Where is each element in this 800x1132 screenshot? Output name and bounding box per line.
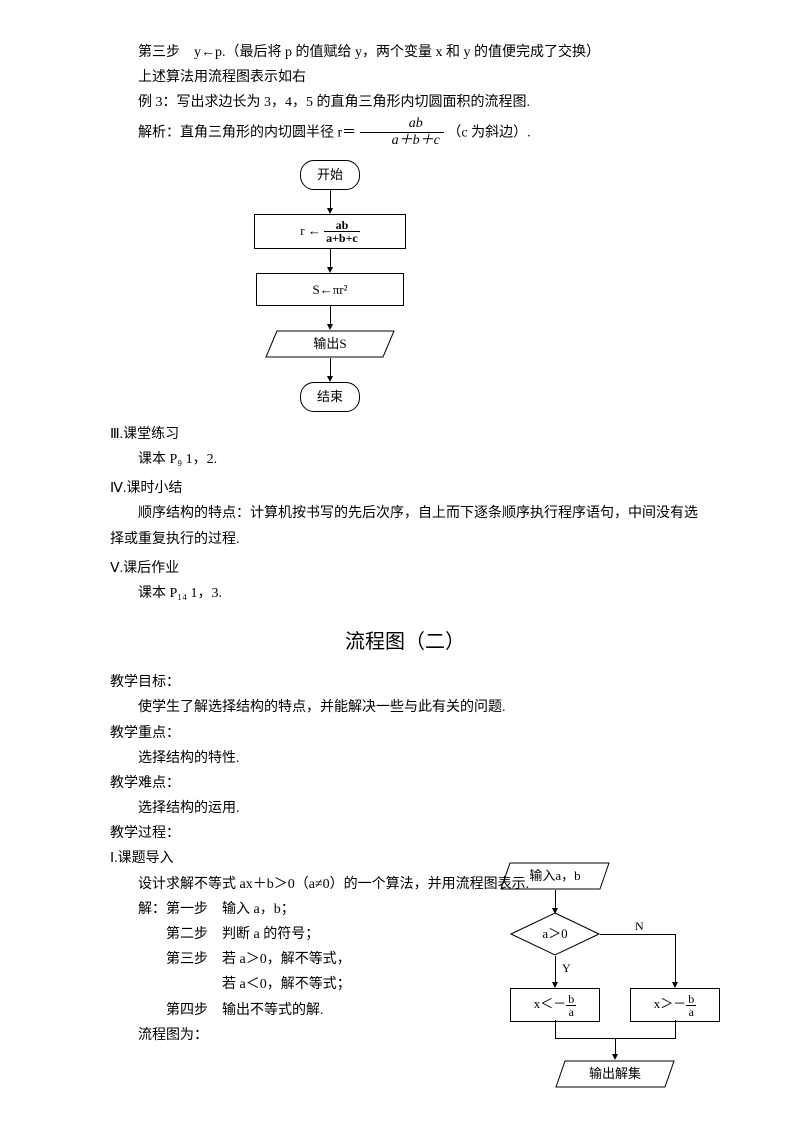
fc2-cond-text: a＞0 bbox=[542, 926, 567, 941]
fc1-end: 结束 bbox=[300, 382, 360, 411]
line bbox=[675, 1020, 676, 1038]
diff-label: 教学难点： bbox=[110, 771, 700, 796]
arrow-icon bbox=[230, 306, 430, 330]
arrow-icon bbox=[555, 890, 556, 908]
key-label: 教学重点： bbox=[110, 721, 700, 746]
step4: 第四步 输出不等式的解. bbox=[166, 998, 430, 1023]
fc2-n-label: N bbox=[635, 916, 644, 938]
key-text: 选择结构的特性. bbox=[110, 746, 700, 771]
step3b: 若 a＜0，解不等式； bbox=[166, 972, 430, 997]
analysis-pre: 解析：直角三角形的内切圆半径 r＝ bbox=[138, 125, 356, 140]
chart-label: 流程图为： bbox=[110, 1023, 430, 1048]
fc1-frac-den: a+b+c bbox=[324, 232, 360, 244]
fc2-left-box: x＜－ba bbox=[510, 988, 600, 1022]
solve-row: 解：第一步 输入 a，b； bbox=[110, 897, 430, 922]
diff-text: 选择结构的运用. bbox=[110, 796, 700, 821]
fc2-right-box: x＞－ba bbox=[630, 988, 720, 1022]
section-3-label: Ⅲ.课堂练习 bbox=[110, 422, 700, 447]
fc1-box1-pre: r ← bbox=[300, 223, 321, 238]
section-4-label: Ⅳ.课时小结 bbox=[110, 476, 700, 501]
formula-fraction: ab a＋b＋c bbox=[360, 116, 444, 151]
goal-text: 使学生了解选择结构的特点，并能解决一些与此有关的问题. bbox=[110, 695, 700, 720]
fc2-cond: a＞0 bbox=[510, 912, 600, 956]
fc1-box1: r ← ab a+b+c bbox=[254, 214, 406, 250]
fc2-output: 输出解集 bbox=[555, 1060, 675, 1088]
arrow-icon bbox=[615, 1038, 616, 1054]
goal-label: 教学目标： bbox=[110, 670, 700, 695]
frac-b: a bbox=[686, 1006, 696, 1018]
fc1-box2: S←πr² bbox=[256, 273, 404, 306]
arrow-icon bbox=[230, 249, 430, 273]
section-4-text: 顺序结构的特点：计算机按书写的先后次序，自上而下逐条顺序执行程序语句，中间没有选… bbox=[110, 501, 700, 551]
analysis-post: （c 为斜边）. bbox=[447, 125, 530, 140]
proc-label: 教学过程： bbox=[110, 821, 700, 846]
frac-t: b bbox=[686, 993, 696, 1006]
fc2-input-text: 输入a，b bbox=[529, 868, 580, 883]
fc1-box1-frac: ab a+b+c bbox=[324, 219, 360, 244]
frac-b: a bbox=[566, 1006, 576, 1018]
paragraph-analysis: 解析：直角三角形的内切圆半径 r＝ ab a＋b＋c （c 为斜边）. bbox=[110, 116, 700, 151]
arrow-icon bbox=[675, 934, 676, 982]
step2: 第二步 判断 a 的符号； bbox=[166, 922, 430, 947]
paragraph-above: 上述算法用流程图表示如右 bbox=[110, 65, 700, 90]
fraction-den: a＋b＋c bbox=[360, 133, 444, 150]
section-3-text: 课本 P₉ 1，2. bbox=[110, 447, 700, 472]
fc1-output: 输出S bbox=[265, 330, 395, 358]
fraction-num: ab bbox=[360, 116, 444, 134]
section-5-label: Ⅴ.课后作业 bbox=[110, 556, 700, 581]
step3a: 第三步 若 a＞0，解不等式， bbox=[166, 947, 430, 972]
solve-label: 解： bbox=[138, 902, 166, 917]
frac-t: b bbox=[566, 993, 576, 1006]
fc1-start: 开始 bbox=[300, 160, 360, 189]
fc2-left-frac: ba bbox=[566, 993, 576, 1018]
fc1-output-text: 输出S bbox=[313, 336, 346, 351]
step1: 第一步 输入 a，b； bbox=[166, 902, 295, 917]
section-5-text: 课本 P₁₄ 1，3. bbox=[110, 581, 700, 606]
fc2-y-label: Y bbox=[562, 958, 571, 980]
arrow-icon bbox=[230, 358, 430, 382]
paragraph-step3: 第三步 y←p.（最后将 p 的值赋给 y，两个变量 x 和 y 的值便完成了交… bbox=[110, 40, 700, 65]
fc2-input: 输入a，b bbox=[500, 862, 610, 890]
line bbox=[555, 1020, 556, 1038]
flowchart-2: 输入a，b a＞0 N Y x＜－ba x＞－ba 输出解集 bbox=[470, 862, 710, 1092]
arrow-icon bbox=[555, 956, 556, 982]
arrow-icon bbox=[230, 190, 430, 214]
page-title-2: 流程图（二） bbox=[110, 624, 700, 660]
steps: 第二步 判断 a 的符号； 第三步 若 a＞0，解不等式， 若 a＜0，解不等式… bbox=[138, 922, 430, 1023]
fc2-right-frac: ba bbox=[686, 993, 696, 1018]
paragraph-ex3: 例 3：写出求边长为 3，4，5 的直角三角形内切圆面积的流程图. bbox=[110, 90, 700, 115]
fc2-left-pre: x＜－ bbox=[534, 996, 567, 1011]
fc2-output-text: 输出解集 bbox=[589, 1066, 641, 1081]
fc2-right-pre: x＞－ bbox=[654, 996, 687, 1011]
flowchart-1: 开始 r ← ab a+b+c S←πr² 输出S 结束 bbox=[230, 160, 430, 412]
